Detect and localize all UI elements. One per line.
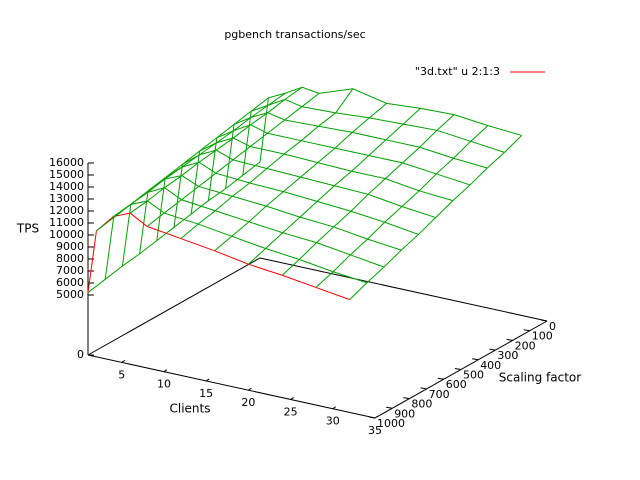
y-tick-label: 700 — [429, 388, 450, 401]
tick-mark — [386, 406, 393, 409]
y-tick-label: 500 — [463, 369, 484, 382]
x-tick-label: 35 — [368, 424, 382, 437]
surface-column — [248, 108, 421, 265]
y-tick-label: 400 — [480, 359, 501, 372]
x-tick-label: 25 — [284, 405, 298, 418]
y-tick-label: 800 — [411, 398, 432, 411]
surface-column — [214, 103, 387, 252]
tick-mark — [332, 406, 337, 410]
y-tick-label: 200 — [515, 339, 536, 352]
z-tick-label: 13000 — [49, 192, 84, 205]
chart-title: pgbench transactions/sec — [224, 28, 365, 41]
tick-mark — [368, 416, 376, 419]
axis-line — [87, 354, 376, 419]
axis-line — [87, 257, 261, 356]
surface-row — [121, 187, 385, 268]
y-tick-label: 100 — [532, 330, 553, 343]
tick-mark — [121, 359, 126, 363]
tick-mark — [403, 397, 410, 400]
x-tick-label: 15 — [199, 387, 213, 400]
surface-column — [96, 97, 269, 232]
axis-line — [259, 257, 548, 322]
tick-mark — [248, 387, 252, 391]
y-tick-label: 300 — [497, 349, 518, 362]
tick-mark — [523, 329, 530, 332]
z-tick-label: 0 — [77, 348, 84, 361]
x-axis-label: Clients — [170, 402, 211, 416]
tick-mark — [374, 415, 379, 419]
tick-mark — [489, 348, 496, 351]
z-tick-label: 12000 — [49, 204, 84, 217]
tick-mark — [420, 387, 427, 390]
legend-label: "3d.txt" u 2:1:3 — [415, 65, 500, 78]
surface-column — [315, 125, 489, 288]
z-tick-label: 7000 — [56, 264, 84, 277]
tick-mark — [506, 338, 513, 341]
surface-column — [87, 161, 261, 293]
y-tick-label: 900 — [394, 407, 415, 420]
x-tick-label: 20 — [241, 396, 255, 409]
x-tick-label: 10 — [157, 378, 171, 391]
surface-column — [129, 86, 303, 214]
z-tick-label: 9000 — [56, 240, 84, 253]
z-tick-label: 14000 — [49, 180, 84, 193]
z-tick-label: 16000 — [49, 156, 84, 169]
x-tick-label: 5 — [118, 368, 125, 381]
z-tick-label: 11000 — [49, 216, 84, 229]
z-tick-label: 5000 — [56, 288, 84, 301]
z-tick-label: 8000 — [56, 252, 84, 265]
tick-mark — [205, 378, 210, 382]
surface-column — [281, 114, 455, 276]
tick-mark — [163, 369, 168, 373]
surface-row — [259, 86, 522, 163]
z-tick-label: 6000 — [56, 276, 84, 289]
tick-mark — [540, 319, 548, 322]
surface-column — [349, 135, 523, 300]
z-tick-label: 15000 — [49, 168, 84, 181]
surface-column — [113, 92, 286, 217]
tick-mark — [437, 377, 444, 380]
x-tick-label: 30 — [326, 415, 340, 428]
z-tick-label: 10000 — [49, 228, 84, 241]
surface-edge — [87, 212, 350, 301]
tick-mark — [290, 397, 294, 400]
y-tick-label: 1000 — [377, 417, 405, 430]
z-axis-label: TPS — [16, 222, 39, 236]
tick-mark — [472, 358, 479, 361]
y-tick-label: 0 — [549, 320, 556, 333]
surface-row — [104, 200, 368, 284]
tick-mark — [454, 368, 462, 370]
y-tick-label: 600 — [446, 378, 467, 391]
surface-column — [146, 92, 320, 227]
y-axis-label: Scaling factor — [499, 371, 581, 385]
surface-column — [180, 88, 354, 239]
